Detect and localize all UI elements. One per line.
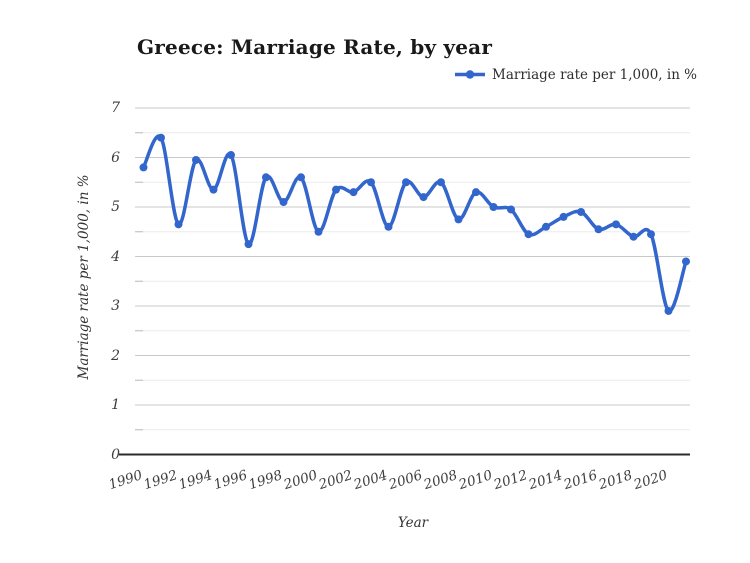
series-point <box>279 198 288 207</box>
chart-title: Greece: Marriage Rate, by year <box>137 35 493 59</box>
series-point <box>577 207 585 216</box>
series-point <box>524 230 533 239</box>
series-point <box>647 230 655 239</box>
series-point <box>262 173 270 182</box>
series-point <box>472 188 480 197</box>
series-point <box>139 163 148 172</box>
major-gridlines <box>135 107 690 406</box>
legend-label: Marriage rate per 1,000, in % <box>492 66 698 83</box>
series-point <box>402 178 410 187</box>
series-point <box>559 212 568 221</box>
y-tick-label: 2 <box>111 347 120 364</box>
series-point <box>664 306 673 315</box>
series-point <box>192 155 200 164</box>
series-point <box>542 222 550 231</box>
series-point <box>297 173 305 182</box>
series-point <box>227 151 235 160</box>
y-tick-label: 5 <box>111 199 120 215</box>
series-point <box>209 185 218 194</box>
series-point <box>682 257 690 266</box>
series-point <box>384 222 393 231</box>
series-point <box>174 220 183 229</box>
series-point <box>349 188 358 197</box>
y-tick-label: 4 <box>111 248 120 265</box>
series-point <box>612 220 620 229</box>
series-point <box>157 133 165 142</box>
y-tick-label: 1 <box>111 397 120 413</box>
series-point <box>367 178 375 187</box>
y-tick-label: 0 <box>111 446 120 463</box>
series-point <box>332 185 340 194</box>
series-point <box>507 205 515 214</box>
series-point <box>244 240 253 249</box>
y-axis-title: Marriage rate per 1,000, in % <box>76 174 92 380</box>
legend-line-marker-icon <box>455 70 485 79</box>
series-point <box>314 227 323 236</box>
series-point <box>594 225 603 234</box>
y-tick-label: 3 <box>111 298 120 314</box>
y-tick-label: 7 <box>111 100 120 116</box>
series-point <box>489 203 498 211</box>
x-axis-title: Year <box>397 515 429 531</box>
series-points <box>139 133 690 315</box>
series-point <box>454 215 463 224</box>
y-tick-label: 6 <box>111 149 120 166</box>
series-line <box>141 134 688 313</box>
legend: Marriage rate per 1,000, in % <box>455 66 697 83</box>
series-point <box>419 193 428 202</box>
series-point <box>629 232 638 241</box>
series-point <box>437 178 445 187</box>
